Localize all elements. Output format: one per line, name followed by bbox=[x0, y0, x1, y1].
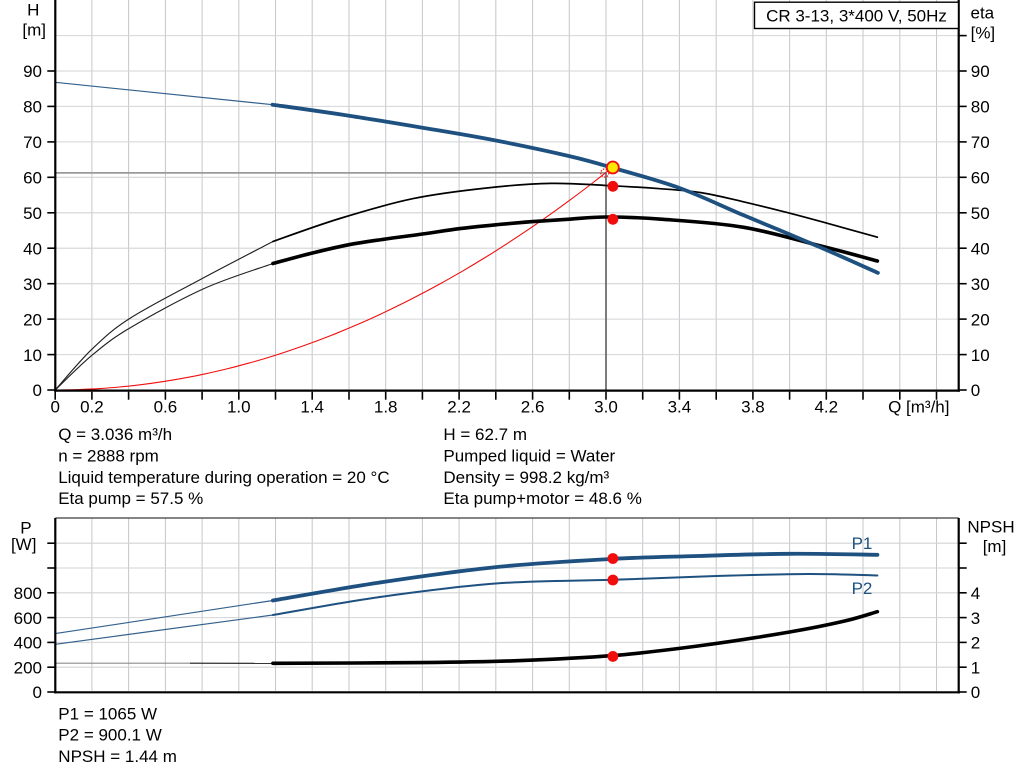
svg-text:70: 70 bbox=[971, 133, 990, 152]
svg-text:eta: eta bbox=[971, 3, 995, 22]
svg-text:3.4: 3.4 bbox=[668, 397, 692, 416]
svg-text:Q [m³/h]: Q [m³/h] bbox=[888, 397, 949, 416]
svg-text:1.8: 1.8 bbox=[374, 397, 398, 416]
svg-text:[%]: [%] bbox=[971, 23, 996, 42]
svg-text:0.2: 0.2 bbox=[80, 397, 104, 416]
svg-text:60: 60 bbox=[23, 169, 42, 188]
svg-text:20: 20 bbox=[23, 310, 42, 329]
svg-text:n = 2888 rpm: n = 2888 rpm bbox=[58, 446, 159, 465]
svg-text:600: 600 bbox=[14, 609, 42, 628]
svg-text:60: 60 bbox=[971, 169, 990, 188]
svg-text:90: 90 bbox=[971, 62, 990, 81]
svg-text:0: 0 bbox=[971, 683, 980, 702]
svg-text:400: 400 bbox=[14, 634, 42, 653]
svg-text:800: 800 bbox=[14, 584, 42, 603]
svg-text:3.8: 3.8 bbox=[741, 397, 765, 416]
svg-text:2.6: 2.6 bbox=[521, 397, 545, 416]
svg-text:Liquid temperature during oper: Liquid temperature during operation = 20… bbox=[58, 468, 389, 487]
svg-text:CR 3-13, 3*400 V, 50Hz: CR 3-13, 3*400 V, 50Hz bbox=[766, 6, 947, 25]
svg-text:2.2: 2.2 bbox=[447, 397, 471, 416]
svg-text:30: 30 bbox=[23, 275, 42, 294]
svg-text:70: 70 bbox=[23, 133, 42, 152]
svg-text:Density = 998.2 kg/m³: Density = 998.2 kg/m³ bbox=[443, 468, 609, 487]
svg-text:10: 10 bbox=[23, 346, 42, 365]
svg-text:P2 = 900.1 W: P2 = 900.1 W bbox=[58, 726, 161, 745]
svg-text:0: 0 bbox=[33, 381, 42, 400]
svg-text:NPSH: NPSH bbox=[967, 518, 1014, 537]
svg-text:3: 3 bbox=[971, 609, 980, 628]
svg-text:H: H bbox=[27, 0, 39, 19]
svg-text:40: 40 bbox=[23, 239, 42, 258]
svg-text:10: 10 bbox=[971, 346, 990, 365]
svg-text:Eta pump+motor = 48.6 %: Eta pump+motor = 48.6 % bbox=[443, 489, 641, 508]
svg-text:40: 40 bbox=[971, 239, 990, 258]
svg-text:Eta pump = 57.5 %: Eta pump = 57.5 % bbox=[58, 489, 203, 508]
svg-text:80: 80 bbox=[971, 98, 990, 117]
svg-text:3.0: 3.0 bbox=[594, 397, 618, 416]
svg-text:[W]: [W] bbox=[11, 535, 37, 554]
svg-text:90: 90 bbox=[23, 62, 42, 81]
svg-text:Pumped liquid = Water: Pumped liquid = Water bbox=[443, 446, 615, 465]
svg-text:50: 50 bbox=[971, 204, 990, 223]
svg-text:[m]: [m] bbox=[22, 20, 46, 39]
svg-text:H = 62.7 m: H = 62.7 m bbox=[443, 425, 527, 444]
svg-text:0: 0 bbox=[50, 397, 59, 416]
svg-text:1.0: 1.0 bbox=[227, 397, 251, 416]
svg-text:200: 200 bbox=[14, 658, 42, 677]
svg-text:P1: P1 bbox=[852, 534, 873, 553]
svg-text:80: 80 bbox=[23, 98, 42, 117]
svg-text:NPSH = 1.44 m: NPSH = 1.44 m bbox=[58, 747, 177, 766]
svg-text:1: 1 bbox=[971, 658, 980, 677]
svg-text:30: 30 bbox=[971, 275, 990, 294]
svg-text:P1 = 1065 W: P1 = 1065 W bbox=[58, 704, 157, 723]
svg-text:20: 20 bbox=[971, 310, 990, 329]
svg-text:[m]: [m] bbox=[983, 537, 1007, 556]
svg-text:P: P bbox=[20, 518, 31, 537]
svg-text:1.4: 1.4 bbox=[300, 397, 324, 416]
svg-text:0.6: 0.6 bbox=[154, 397, 178, 416]
svg-text:2: 2 bbox=[971, 634, 980, 653]
svg-text:P2: P2 bbox=[852, 579, 873, 598]
svg-text:0: 0 bbox=[33, 683, 42, 702]
svg-text:0: 0 bbox=[971, 381, 980, 400]
svg-text:50: 50 bbox=[23, 204, 42, 223]
svg-text:Q = 3.036 m³/h: Q = 3.036 m³/h bbox=[58, 425, 172, 444]
svg-text:4: 4 bbox=[971, 584, 980, 603]
svg-text:4.2: 4.2 bbox=[814, 397, 838, 416]
